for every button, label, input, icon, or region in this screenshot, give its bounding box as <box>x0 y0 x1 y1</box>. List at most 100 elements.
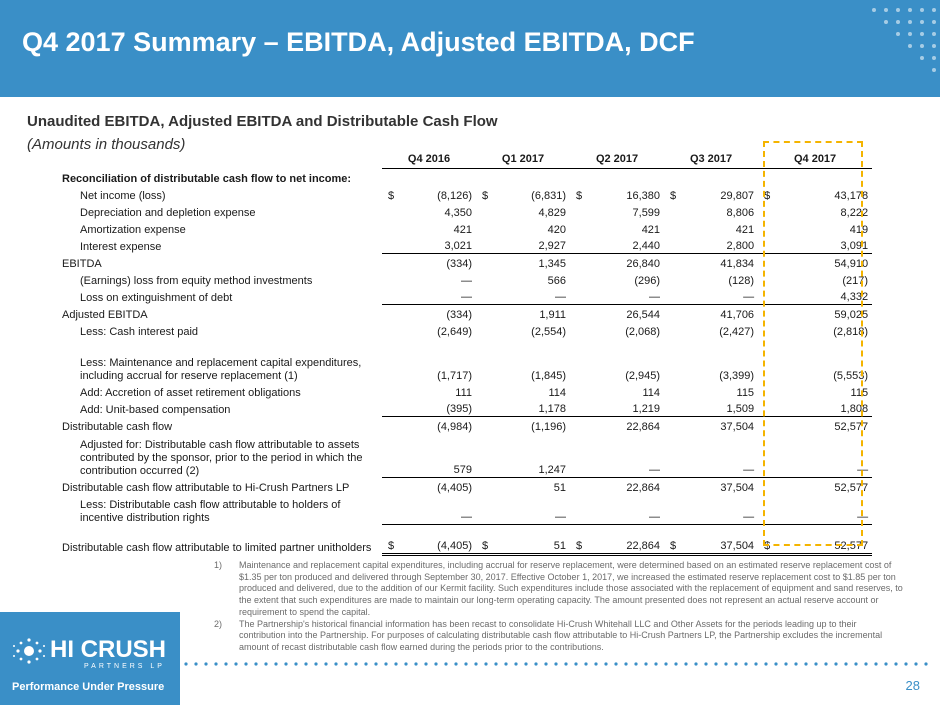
header-bar: Q4 2017 Summary – EBITDA, Adjusted EBITD… <box>0 0 940 97</box>
row-label: Depreciation and depletion expense <box>80 206 256 219</box>
cell-value: 16,380 <box>626 189 661 202</box>
page-title: Q4 2017 Summary – EBITDA, Adjusted EBITD… <box>22 27 695 57</box>
row-label: (Earnings) loss from equity method inves… <box>80 274 313 287</box>
row-label: Distributable cash flow attributable to … <box>62 541 372 554</box>
cell-value: 2,927 <box>498 236 571 254</box>
table-row: (Earnings) loss from equity method inves… <box>60 271 872 288</box>
financial-table: Q4 2016 Q1 2017 Q2 2017 Q3 2017 Q4 2017 … <box>60 153 873 556</box>
table-row: Distributable cash flow (4,984) (1,196) … <box>60 417 872 434</box>
table-row: Less: Cash interest paid (2,649) (2,554)… <box>60 322 872 339</box>
cell-value: 111 <box>455 386 473 399</box>
table-row: Depreciation and depletion expense 4,350… <box>60 203 872 220</box>
column-header: Q3 2017 <box>664 153 759 169</box>
page-number: 28 <box>905 678 920 693</box>
cell-value: — <box>686 494 759 525</box>
row-label: Less: Cash interest paid <box>80 325 199 338</box>
cell-value: 41,834 <box>720 257 755 270</box>
table-row: Amortization expense 421 420 421 421 419 <box>60 220 872 237</box>
currency-symbol: $ <box>664 524 687 556</box>
cell-value: (6,831) <box>531 189 567 202</box>
cell-value: (296) <box>634 274 661 287</box>
row-label: Loss on extinguishment of debt <box>80 291 233 304</box>
cell-value: (1,717) <box>437 369 473 382</box>
table-row: Add: Accretion of asset retirement oblig… <box>60 383 872 400</box>
cell-value: (5,553) <box>833 369 869 382</box>
cell-value: 51 <box>553 481 567 494</box>
table-row: Interest expense 3,021 2,927 2,440 2,800… <box>60 236 873 254</box>
cell-value: 22,864 <box>592 524 665 556</box>
cell-value: 2,440 <box>592 236 665 254</box>
sunburst-icon <box>13 638 45 664</box>
cell-value: — <box>780 433 873 478</box>
currency-symbol: $ <box>476 524 499 556</box>
cell-value: 1,345 <box>538 257 567 270</box>
cell-value: (334) <box>446 257 473 270</box>
table-row: Loss on extinguishment of debt — — — — 4… <box>60 287 873 305</box>
cell-value: 421 <box>641 223 661 236</box>
currency-symbol: $ <box>764 189 771 202</box>
row-label: Less: Maintenance and replacement capita… <box>80 356 362 382</box>
cell-value: (4,405) <box>404 524 477 556</box>
cell-value: — <box>592 287 665 305</box>
table-row: Add: Unit-based compensation (395) 1,178… <box>60 399 873 417</box>
table-row: EBITDA (334) 1,345 26,840 41,834 54,910 <box>60 254 872 271</box>
cell-value: 1,808 <box>780 399 873 417</box>
row-label: Interest expense <box>80 240 162 253</box>
cell-value: (2,818) <box>833 325 869 338</box>
table-row: Distributable cash flow attributable to … <box>60 478 872 495</box>
footnote: 2) The Partnership's historical financia… <box>214 619 904 654</box>
section-heading: Reconciliation of distributable cash flo… <box>62 172 352 185</box>
footnote-text: Maintenance and replacement capital expe… <box>239 560 903 617</box>
cell-value: 7,599 <box>632 206 661 219</box>
currency-symbol: $ <box>388 189 395 202</box>
cell-value: — <box>780 494 873 525</box>
row-label: Amortization expense <box>80 223 186 236</box>
table-subtitle: Unaudited EBITDA, Adjusted EBITDA and Di… <box>27 113 498 130</box>
cell-value: — <box>498 287 571 305</box>
cell-value: — <box>686 287 759 305</box>
row-label: EBITDA <box>62 257 102 270</box>
cell-value: 4,829 <box>538 206 567 219</box>
cell-value: 421 <box>453 223 473 236</box>
cell-value: 51 <box>498 524 571 556</box>
section-heading-row: Reconciliation of distributable cash flo… <box>60 169 872 186</box>
cell-value: 115 <box>850 386 869 399</box>
cell-value: — <box>592 494 665 525</box>
cell-value: 1,509 <box>686 399 759 417</box>
cell-value: 419 <box>849 223 869 236</box>
cell-value: 41,706 <box>720 308 755 321</box>
cell-value: (4,984) <box>437 420 473 433</box>
column-header: Q4 2016 <box>382 153 477 169</box>
cell-value: 8,806 <box>726 206 755 219</box>
cell-value: 52,577 <box>780 524 873 556</box>
cell-value: 52,577 <box>834 481 869 494</box>
currency-symbol: $ <box>382 524 404 556</box>
row-label: Distributable cash flow <box>62 420 173 433</box>
cell-value: (1,196) <box>531 420 567 433</box>
currency-symbol: $ <box>670 189 677 202</box>
cell-value: 52,577 <box>834 420 869 433</box>
table-row: Adjusted for: Distributable cash flow at… <box>60 433 873 478</box>
column-header: Q4 2017 <box>758 153 873 169</box>
footnotes: 1) Maintenance and replacement capital e… <box>214 560 904 654</box>
amounts-note: (Amounts in thousands) <box>27 136 186 153</box>
cell-value: (2,649) <box>437 325 473 338</box>
cell-value: — <box>498 494 571 525</box>
currency-symbol: $ <box>576 189 583 202</box>
cell-value: (128) <box>728 274 755 287</box>
table-row: Distributable cash flow attributable to … <box>60 524 873 556</box>
cell-value: 2,800 <box>686 236 759 254</box>
cell-value: 43,178 <box>834 189 869 202</box>
cell-value: — <box>404 287 477 305</box>
row-label: Adjusted for: Distributable cash flow at… <box>80 438 363 477</box>
table-row: Net income (loss) $ (8,126) $ (6,831) $16,… <box>60 186 872 203</box>
cell-value: 1,247 <box>498 433 571 478</box>
currency-symbol: $ <box>482 189 489 202</box>
cell-value: 26,544 <box>626 308 661 321</box>
footnote-number: 2) <box>214 618 223 629</box>
cell-value: (1,845) <box>531 369 567 382</box>
footnote-text: The Partnership's historical financial i… <box>239 618 883 652</box>
cell-value: 37,504 <box>720 420 755 433</box>
cell-value: 54,910 <box>834 257 869 270</box>
cell-value: (395) <box>404 399 477 417</box>
